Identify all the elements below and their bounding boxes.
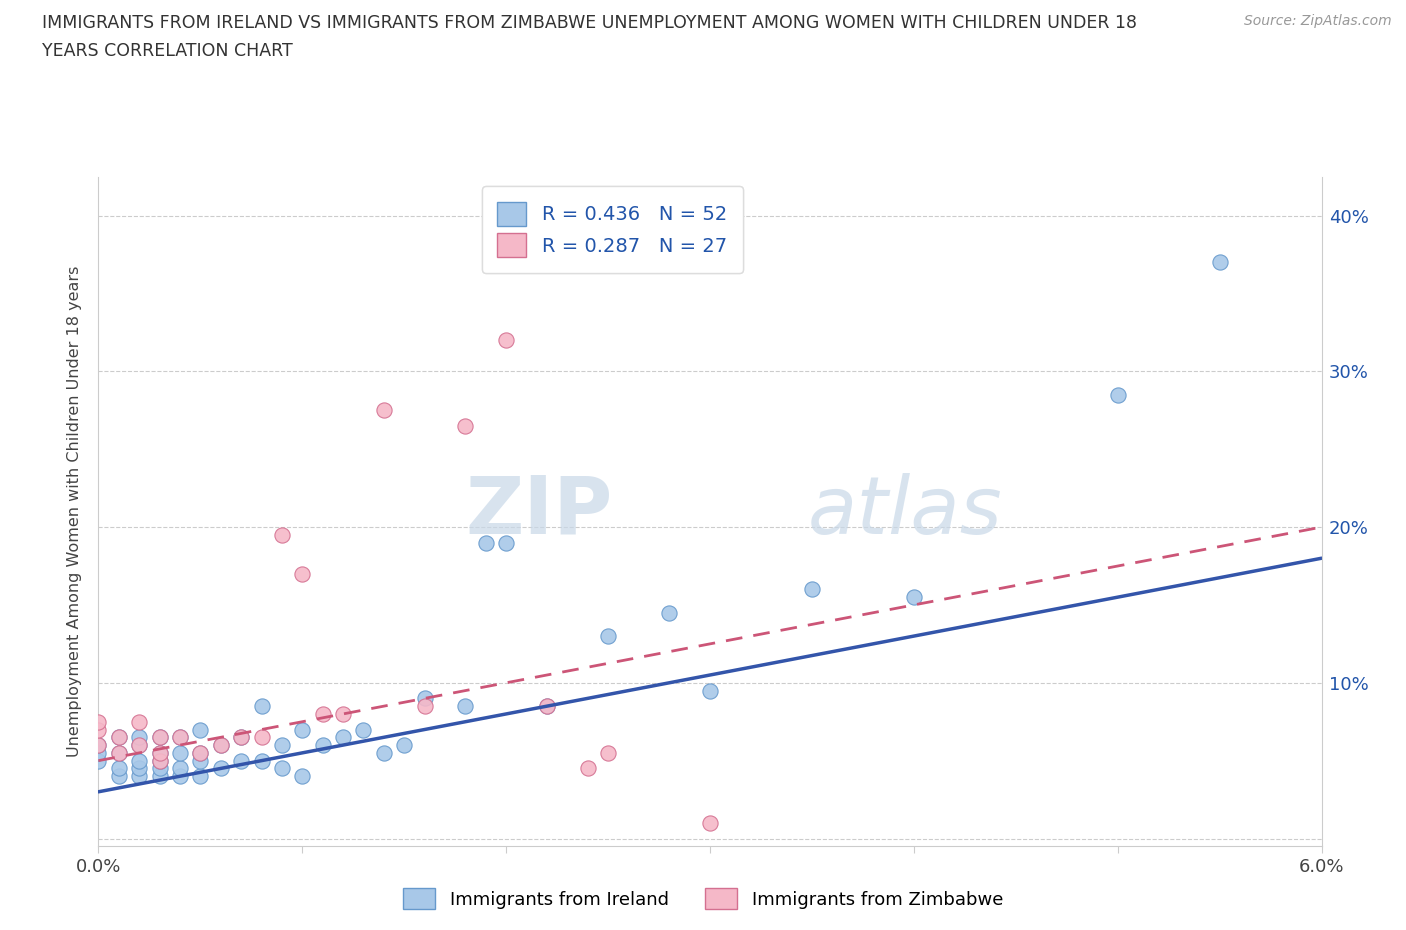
Point — [87, 737, 110, 752]
Point — [658, 605, 681, 620]
Point — [108, 730, 131, 745]
Point — [128, 730, 150, 745]
Point — [128, 753, 150, 768]
Point — [87, 737, 110, 752]
Point — [188, 769, 212, 784]
Point — [149, 753, 172, 768]
Point — [87, 722, 110, 737]
Point — [149, 753, 172, 768]
Point — [128, 714, 150, 729]
Point — [128, 737, 150, 752]
Point — [188, 753, 212, 768]
Point — [413, 698, 436, 713]
Point — [231, 730, 253, 745]
Point — [270, 737, 292, 752]
Point — [188, 722, 212, 737]
Point — [373, 746, 395, 761]
Point — [699, 816, 721, 830]
Point — [188, 746, 212, 761]
Point — [169, 730, 191, 745]
Point — [270, 527, 292, 542]
Point — [291, 722, 314, 737]
Point — [108, 761, 131, 776]
Point — [474, 535, 498, 550]
Point — [311, 707, 335, 722]
Point — [149, 746, 172, 761]
Point — [108, 746, 131, 761]
Point — [149, 746, 172, 761]
Point — [209, 737, 232, 752]
Point — [373, 403, 395, 418]
Text: atlas: atlas — [808, 472, 1002, 551]
Point — [352, 722, 374, 737]
Point — [209, 761, 232, 776]
Point — [169, 730, 191, 745]
Point — [454, 698, 477, 713]
Point — [231, 753, 253, 768]
Point — [495, 333, 517, 348]
Point — [87, 714, 110, 729]
Text: IMMIGRANTS FROM IRELAND VS IMMIGRANTS FROM ZIMBABWE UNEMPLOYMENT AMONG WOMEN WIT: IMMIGRANTS FROM IRELAND VS IMMIGRANTS FR… — [42, 14, 1137, 32]
Legend: Immigrants from Ireland, Immigrants from Zimbabwe: Immigrants from Ireland, Immigrants from… — [395, 881, 1011, 916]
Point — [209, 737, 232, 752]
Point — [108, 769, 131, 784]
Point — [536, 698, 558, 713]
Point — [128, 761, 150, 776]
Point — [108, 730, 131, 745]
Point — [1107, 387, 1129, 402]
Point — [699, 684, 721, 698]
Point — [576, 761, 599, 776]
Point — [250, 753, 273, 768]
Point — [536, 698, 558, 713]
Point — [392, 737, 416, 752]
Point — [291, 566, 314, 581]
Point — [332, 730, 354, 745]
Y-axis label: Unemployment Among Women with Children Under 18 years: Unemployment Among Women with Children U… — [67, 266, 83, 757]
Point — [454, 418, 477, 433]
Point — [188, 746, 212, 761]
Point — [495, 535, 517, 550]
Text: YEARS CORRELATION CHART: YEARS CORRELATION CHART — [42, 42, 292, 60]
Point — [801, 582, 824, 597]
Text: ZIP: ZIP — [465, 472, 612, 551]
Point — [903, 590, 925, 604]
Point — [291, 769, 314, 784]
Point — [87, 753, 110, 768]
Point — [128, 769, 150, 784]
Point — [270, 761, 292, 776]
Point — [149, 730, 172, 745]
Point — [598, 629, 620, 644]
Point — [311, 737, 335, 752]
Point — [149, 769, 172, 784]
Point — [250, 730, 273, 745]
Point — [169, 769, 191, 784]
Point — [332, 707, 354, 722]
Point — [598, 746, 620, 761]
Point — [250, 698, 273, 713]
Point — [231, 730, 253, 745]
Point — [149, 761, 172, 776]
Point — [413, 691, 436, 706]
Point — [128, 737, 150, 752]
Point — [108, 746, 131, 761]
Point — [169, 746, 191, 761]
Point — [1208, 255, 1232, 270]
Point — [87, 746, 110, 761]
Text: Source: ZipAtlas.com: Source: ZipAtlas.com — [1244, 14, 1392, 28]
Legend: R = 0.436   N = 52, R = 0.287   N = 27: R = 0.436 N = 52, R = 0.287 N = 27 — [482, 186, 742, 272]
Point — [149, 730, 172, 745]
Point — [169, 761, 191, 776]
